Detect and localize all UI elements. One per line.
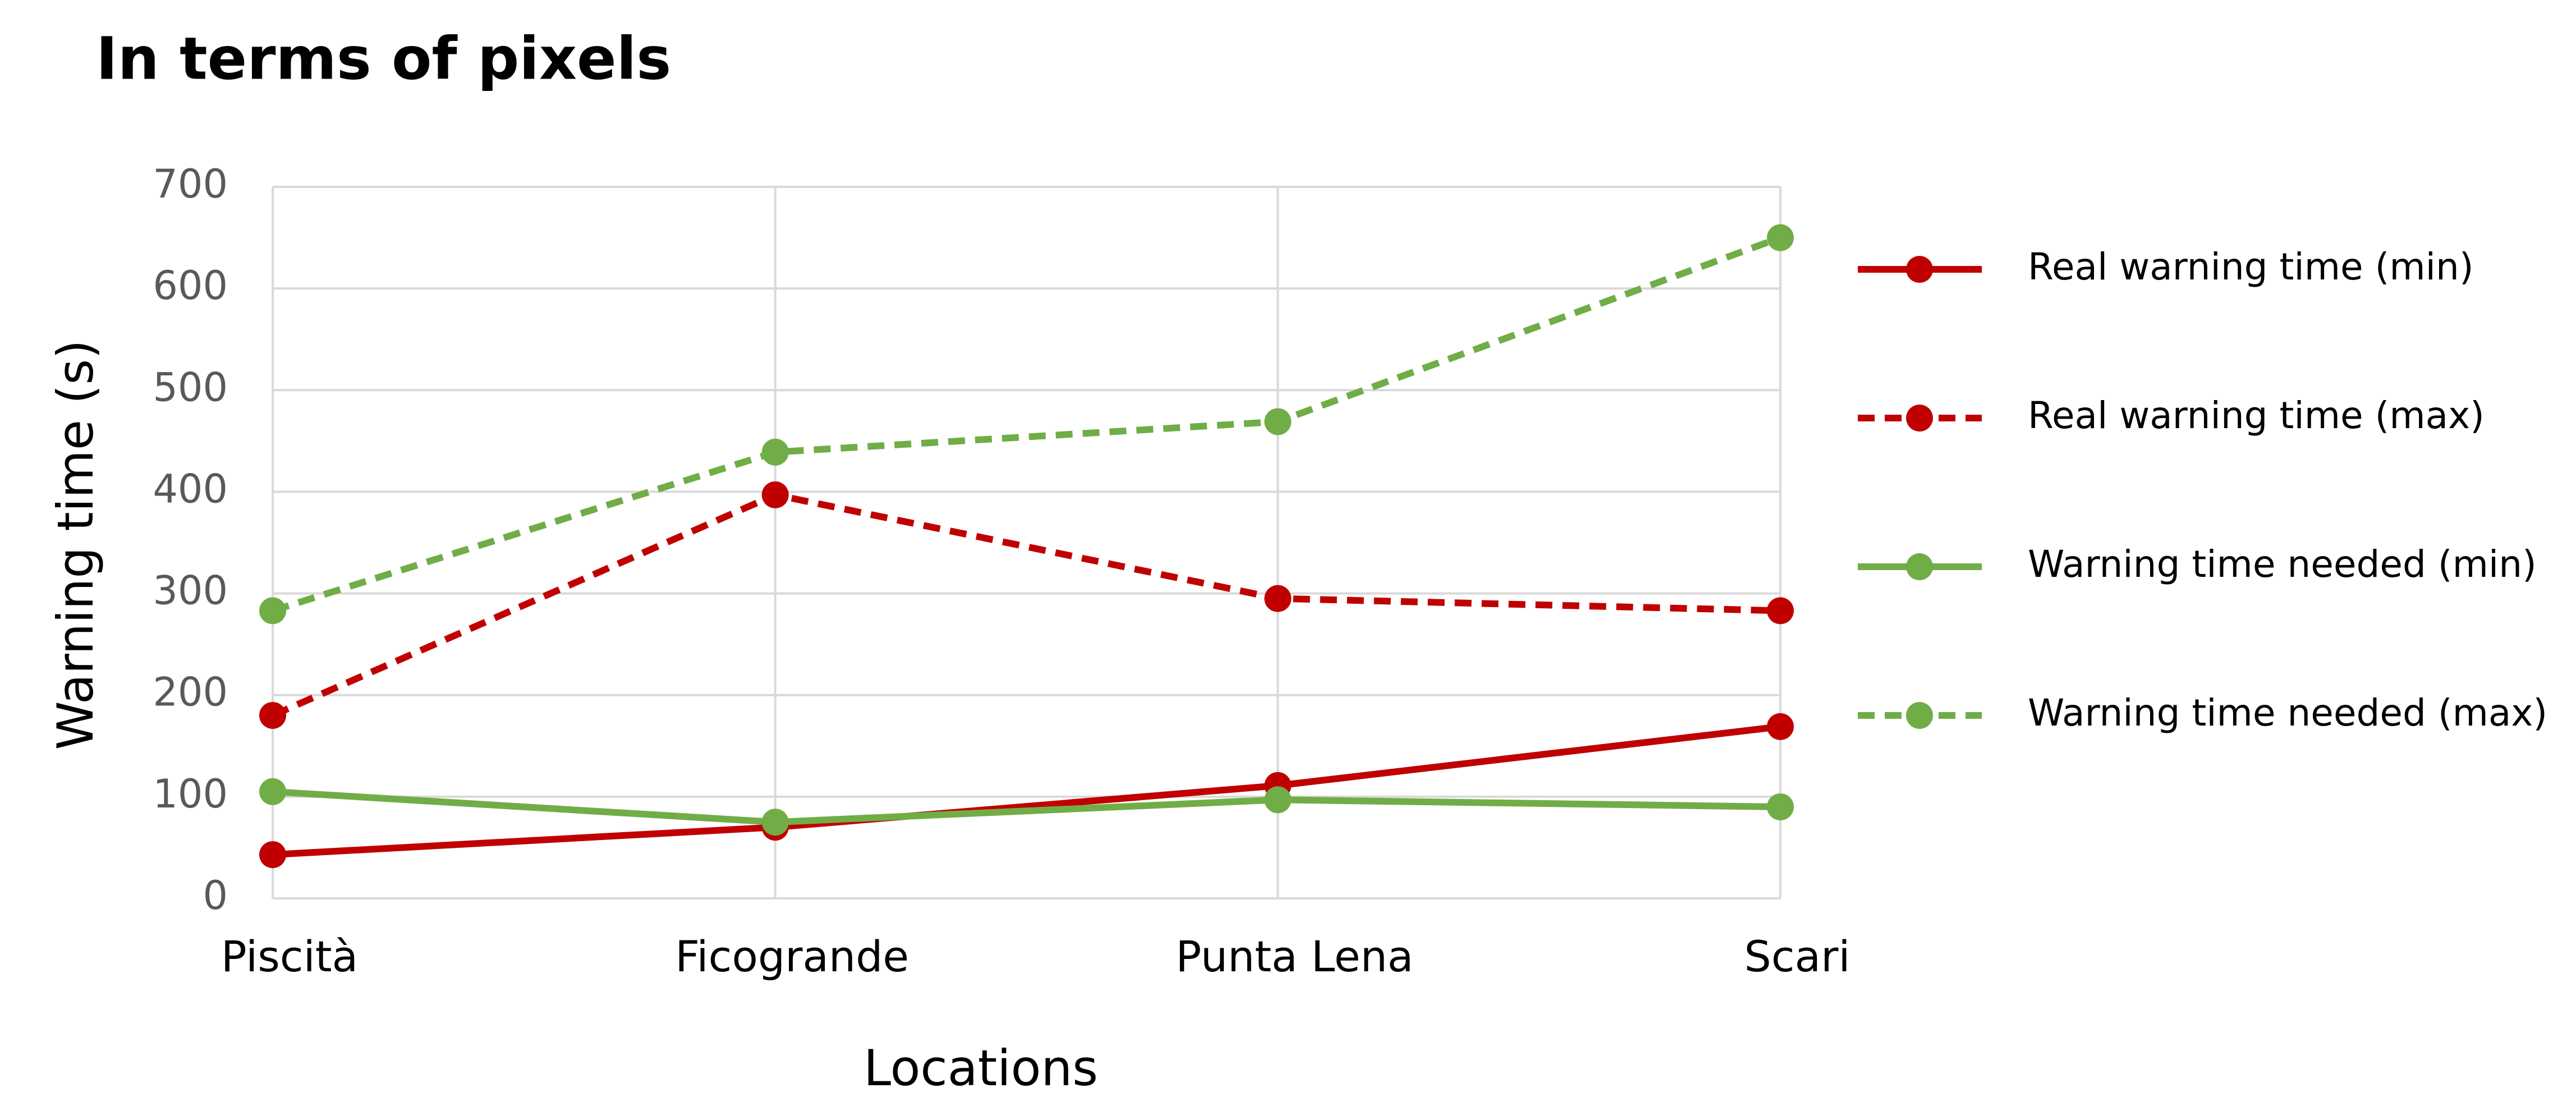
data-point — [1264, 408, 1292, 435]
data-point — [1264, 585, 1292, 612]
data-point — [761, 438, 789, 466]
y-axis-title: Warning time (s) — [47, 339, 104, 750]
series-line — [272, 723, 1781, 859]
y-tick-label: 500 — [153, 364, 228, 410]
y-tick-label: 200 — [153, 669, 228, 715]
data-point — [761, 809, 789, 836]
legend-label: Warning time needed (max) — [2028, 691, 2547, 735]
legend-label: Warning time needed (min) — [2028, 543, 2537, 586]
data-point — [1767, 224, 1794, 251]
x-axis-title: Locations — [864, 1039, 1098, 1097]
legend-marker — [1906, 405, 1933, 432]
x-tick-label: Ficogrande — [675, 931, 909, 981]
data-point — [761, 481, 789, 508]
data-point — [259, 841, 286, 869]
legend-label: Real warning time (max) — [2028, 394, 2485, 437]
chart-title: In terms of pixels — [96, 24, 671, 93]
legend-marker — [1906, 702, 1933, 729]
data-point — [259, 778, 286, 805]
series-line — [272, 234, 1782, 614]
data-point — [1264, 786, 1292, 814]
legend-marker — [1906, 553, 1933, 580]
data-point — [1767, 713, 1794, 740]
data-point — [259, 701, 286, 729]
series-line — [271, 491, 1781, 719]
y-tick-label: 600 — [153, 263, 228, 309]
legend-label: Real warning time (min) — [2028, 245, 2474, 288]
y-tick-label: 0 — [203, 873, 228, 919]
data-point — [1767, 793, 1794, 820]
series-line — [272, 788, 1781, 826]
x-tick-label: Scari — [1744, 931, 1851, 981]
x-tick-label: Piscità — [221, 931, 358, 981]
y-tick-label: 400 — [153, 466, 228, 512]
y-tick-label: 100 — [153, 771, 228, 817]
data-point — [259, 597, 286, 625]
x-tick-label: Punta Lena — [1175, 931, 1413, 981]
data-point — [1767, 597, 1794, 625]
legend-marker — [1906, 256, 1933, 283]
y-tick-label: 300 — [153, 568, 228, 614]
y-tick-label: 700 — [153, 161, 228, 207]
